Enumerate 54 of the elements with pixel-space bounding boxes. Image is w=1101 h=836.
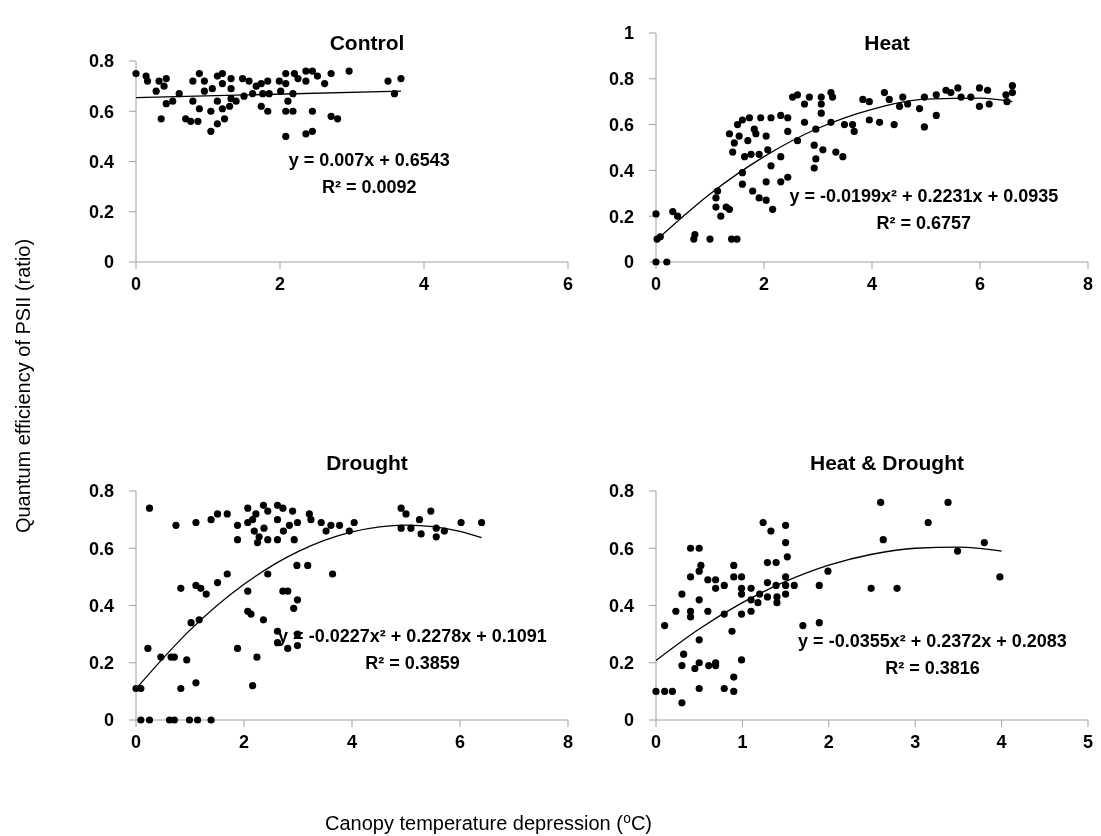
x-tick-label: 2 [758,274,770,294]
annotation: R² = 0.6757 [876,213,972,234]
y-tick-label: 0.2 [608,653,634,674]
y-tick-label: 0.6 [88,538,114,559]
y-tick-label: 0.2 [608,206,634,227]
x-tick-label: 5 [1082,732,1094,752]
y-tick-label: 0 [623,252,634,273]
x-tick-label: 2 [238,732,250,752]
y-tick-label: 0.4 [88,151,114,172]
x-tick-label: 0 [130,274,142,294]
annotation: y = 0.007x + 0.6543 [288,149,450,170]
y-tick-label: 0.8 [608,69,634,90]
y-tick-label: 0.6 [608,114,634,135]
x-tick-label: 2 [274,274,286,294]
x-axis-title: Canopy temperature depression (⁰C) [324,812,653,834]
x-tick-label: 2 [823,732,834,752]
y-tick-label: 0.8 [88,51,114,72]
y-tick-label: 0.4 [88,595,114,616]
x-tick-label: 6 [562,274,574,294]
x-tick-label: 6 [454,732,466,752]
chart-title: Control [329,31,405,54]
x-tick-label: 4 [346,732,358,752]
annotation: R² = 0.0092 [322,176,417,197]
y-tick-label: 0.2 [88,202,114,223]
x-tick-label: 8 [562,732,574,752]
chart-title: Drought [326,451,408,474]
annotation: y = -0.0355x² + 0.2372x + 0.2083 [798,630,1067,651]
annotation: R² = 0.3859 [365,653,460,674]
chart-title: Heat [864,31,910,54]
x-tick-label: 6 [974,274,986,294]
y-tick-label: 0 [103,710,114,731]
y-axis-title: Quantum efficiency of PSII (ratio) [12,238,34,534]
x-tick-label: 4 [996,732,1007,752]
y-tick-label: 0.4 [608,595,634,616]
y-tick-label: 0.6 [608,538,634,559]
x-tick-label: 8 [1082,274,1094,294]
y-tick-label: 0.6 [88,101,114,122]
y-tick-label: 0.4 [608,160,634,181]
y-tick-label: 0 [103,252,114,273]
x-tick-label: 4 [418,274,430,294]
x-tick-label: 0 [130,732,142,752]
y-tick-label: 0.8 [88,481,114,502]
y-tick-label: 0.8 [608,481,634,502]
x-tick-label: 1 [737,732,748,752]
y-tick-label: 0.2 [88,653,114,674]
annotation: y = -0.0199x² + 0.2231x + 0.0935 [789,186,1059,207]
x-tick-label: 0 [650,274,662,294]
x-tick-label: 3 [910,732,921,752]
y-tick-label: 1 [623,23,634,44]
y-tick-label: 0 [623,710,634,731]
annotation: R² = 0.3816 [885,657,980,678]
x-tick-label: 0 [650,732,662,752]
x-tick-label: 4 [866,274,878,294]
chart-title: Heat & Drought [810,451,964,474]
